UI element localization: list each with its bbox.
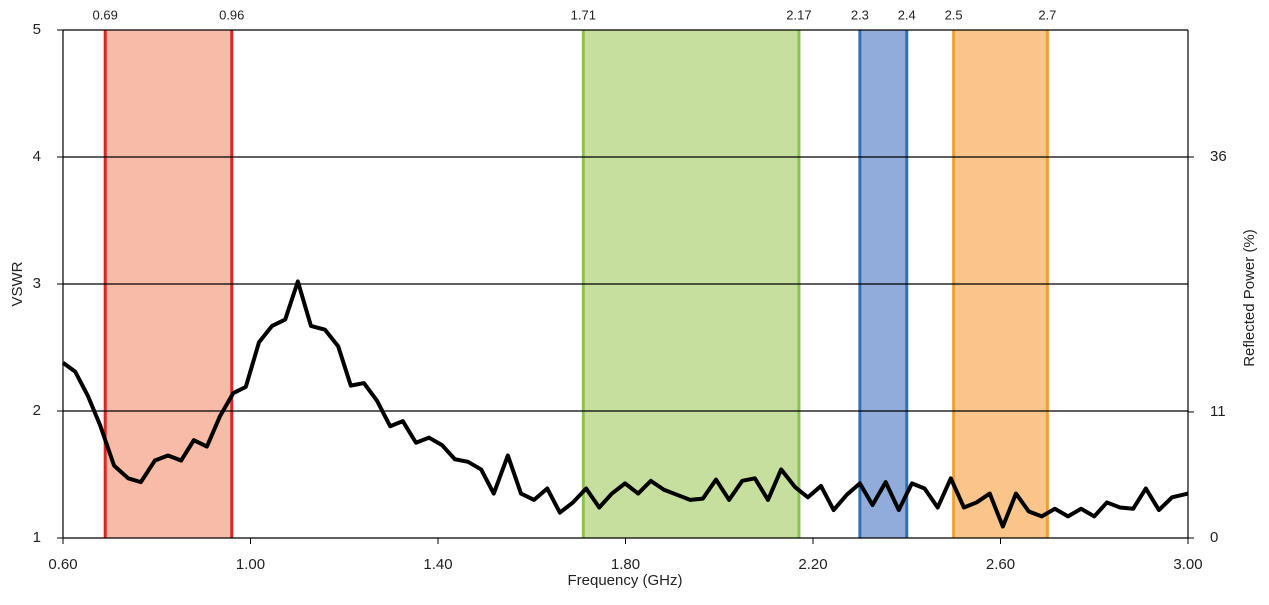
y2-tick-label: 11 bbox=[1210, 403, 1226, 420]
x-tick-label: 1.80 bbox=[611, 556, 640, 573]
band-edge-label: 0.69 bbox=[93, 7, 118, 22]
x-tick-label: 2.60 bbox=[986, 556, 1015, 573]
y2-axis-label: Reflected Power (%) bbox=[1241, 229, 1258, 367]
x-tick-label: 3.00 bbox=[1173, 556, 1202, 573]
band-edge-label: 2.3 bbox=[851, 7, 869, 22]
band-edge-label: 0.96 bbox=[219, 7, 244, 22]
band-edge-label: 2.17 bbox=[786, 7, 811, 22]
band-edge-label: 2.5 bbox=[945, 7, 963, 22]
data-line bbox=[61, 279, 1189, 529]
y-axis-label: VSWR bbox=[9, 261, 26, 306]
y-tick-label: 2 bbox=[33, 402, 41, 419]
x-tick-label: 1.40 bbox=[423, 556, 452, 573]
x-axis-label: Frequency (GHz) bbox=[567, 572, 682, 589]
y2-tick-label: 36 bbox=[1210, 148, 1227, 165]
y2-tick-label: 0 bbox=[1210, 529, 1218, 546]
band-edge-label: 1.71 bbox=[571, 7, 596, 22]
band-edge-label: 2.7 bbox=[1038, 7, 1056, 22]
y-tick-label: 1 bbox=[33, 529, 41, 546]
x-tick-label: 1.00 bbox=[236, 556, 265, 573]
x-tick-label: 2.20 bbox=[798, 556, 827, 573]
y-tick-label: 3 bbox=[33, 275, 41, 292]
x-tick-label: 0.60 bbox=[48, 556, 77, 573]
y-tick-label: 4 bbox=[33, 148, 41, 165]
y-tick-label: 5 bbox=[33, 21, 41, 38]
band-edge-label: 2.4 bbox=[898, 7, 916, 22]
